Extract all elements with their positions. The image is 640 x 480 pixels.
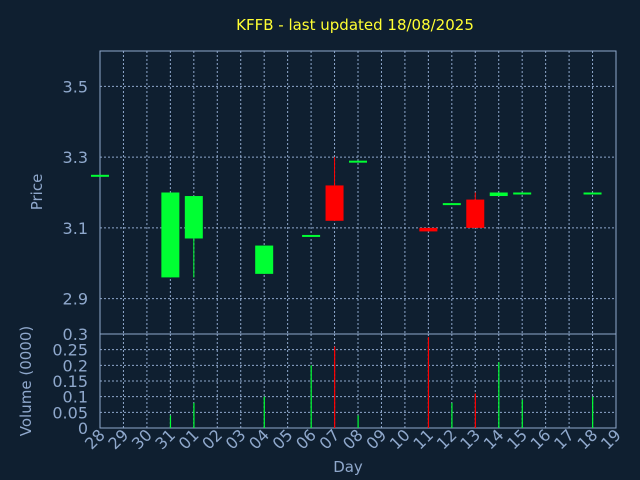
candle-body [583, 192, 602, 195]
candle-body [442, 203, 461, 206]
price-axis-label: Price [28, 174, 46, 211]
price-panel: 2.9 3.1 3.3 3.5 [63, 50, 617, 335]
volume-tick-label: 0 [78, 419, 88, 438]
volume-bar [451, 402, 453, 428]
candle-body [325, 185, 344, 221]
price-tick-label: 3.1 [63, 219, 88, 238]
candle-body [255, 245, 274, 274]
volume-bar [263, 396, 265, 428]
candle-body [349, 160, 367, 163]
volume-bar [592, 396, 594, 428]
candle-body [184, 196, 203, 239]
day-axis-label: Day [333, 458, 363, 476]
candle-body [489, 192, 508, 197]
volume-bar [169, 415, 172, 428]
candle-body [91, 174, 109, 177]
volume-bar [334, 346, 336, 428]
candle-body [302, 234, 321, 237]
price-tick-label: 3.5 [63, 77, 88, 96]
volume-tick-label: 0.1 [63, 388, 88, 407]
volume-bar [498, 362, 500, 428]
price-tick-label: 3.3 [63, 148, 88, 167]
volume-tick-label: 0.2 [63, 356, 88, 375]
volume-tick-label: 0.15 [52, 372, 88, 391]
candle-body [466, 199, 485, 228]
volume-bar [521, 399, 523, 428]
chart-title: KFFB - last updated 18/08/2025 [236, 16, 474, 34]
volume-axis-label: Volume (0000) [17, 326, 35, 436]
volume-bar [310, 365, 312, 428]
volume-tick-label: 0.05 [52, 403, 88, 422]
candle-body [513, 192, 532, 195]
candle-body [161, 192, 180, 278]
volume-bar [474, 393, 476, 428]
volume-bar [427, 337, 430, 428]
candle-body [419, 227, 438, 232]
volume-tick-label: 0.25 [52, 341, 88, 360]
price-tick-label: 2.9 [63, 290, 88, 309]
volume-bar [193, 402, 195, 428]
volume-bar [357, 415, 359, 428]
volume-tick-label: 0.3 [63, 325, 88, 344]
